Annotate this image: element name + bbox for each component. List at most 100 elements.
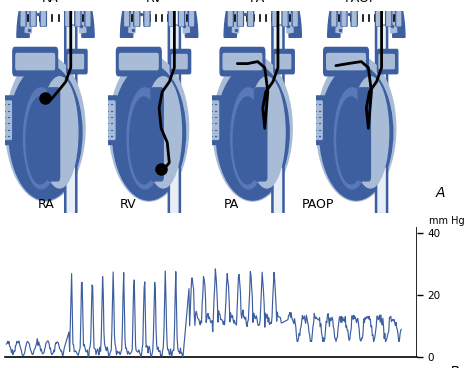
FancyBboxPatch shape — [2, 96, 14, 145]
Ellipse shape — [109, 56, 189, 201]
FancyBboxPatch shape — [31, 11, 35, 26]
Ellipse shape — [130, 97, 158, 184]
FancyBboxPatch shape — [124, 10, 130, 26]
FancyBboxPatch shape — [220, 47, 265, 76]
Text: RA: RA — [37, 198, 55, 211]
FancyBboxPatch shape — [315, 101, 322, 139]
FancyBboxPatch shape — [68, 54, 83, 69]
FancyBboxPatch shape — [135, 11, 138, 26]
FancyBboxPatch shape — [119, 53, 158, 70]
FancyBboxPatch shape — [168, 167, 181, 215]
FancyBboxPatch shape — [327, 53, 365, 70]
FancyBboxPatch shape — [105, 96, 118, 145]
Ellipse shape — [9, 65, 82, 200]
FancyBboxPatch shape — [75, 10, 81, 26]
FancyBboxPatch shape — [30, 10, 36, 26]
Ellipse shape — [27, 39, 73, 84]
FancyBboxPatch shape — [274, 168, 282, 214]
FancyBboxPatch shape — [67, 168, 74, 214]
FancyBboxPatch shape — [86, 11, 90, 26]
FancyBboxPatch shape — [67, 49, 87, 74]
FancyBboxPatch shape — [324, 47, 368, 76]
Ellipse shape — [233, 97, 262, 184]
Text: PA: PA — [224, 198, 239, 211]
Ellipse shape — [145, 77, 182, 188]
Ellipse shape — [24, 88, 59, 189]
FancyBboxPatch shape — [341, 10, 347, 26]
FancyBboxPatch shape — [375, 10, 382, 26]
Ellipse shape — [213, 56, 292, 201]
Ellipse shape — [248, 77, 285, 188]
FancyBboxPatch shape — [117, 47, 161, 76]
FancyBboxPatch shape — [170, 49, 191, 74]
Wedge shape — [25, 0, 86, 33]
Text: PAOP: PAOP — [302, 198, 334, 211]
FancyBboxPatch shape — [170, 11, 173, 26]
FancyBboxPatch shape — [168, 25, 181, 94]
FancyBboxPatch shape — [332, 11, 336, 26]
Text: A: A — [436, 186, 445, 200]
FancyBboxPatch shape — [397, 11, 401, 26]
FancyBboxPatch shape — [272, 167, 284, 215]
Text: B: B — [450, 365, 460, 368]
FancyBboxPatch shape — [16, 53, 55, 70]
FancyBboxPatch shape — [352, 11, 356, 26]
FancyBboxPatch shape — [189, 10, 195, 26]
FancyBboxPatch shape — [282, 10, 288, 26]
FancyBboxPatch shape — [386, 10, 392, 26]
FancyBboxPatch shape — [331, 10, 337, 26]
FancyBboxPatch shape — [377, 49, 398, 74]
FancyBboxPatch shape — [125, 11, 128, 26]
FancyBboxPatch shape — [151, 88, 163, 181]
FancyBboxPatch shape — [145, 11, 149, 26]
FancyBboxPatch shape — [64, 25, 77, 94]
FancyBboxPatch shape — [223, 53, 262, 70]
Wedge shape — [129, 0, 190, 33]
FancyBboxPatch shape — [180, 11, 183, 26]
Ellipse shape — [131, 39, 177, 84]
FancyBboxPatch shape — [228, 11, 232, 26]
Ellipse shape — [41, 77, 78, 188]
Text: RV: RV — [146, 0, 163, 5]
FancyBboxPatch shape — [247, 10, 254, 26]
Ellipse shape — [334, 88, 370, 189]
FancyBboxPatch shape — [377, 11, 380, 26]
FancyBboxPatch shape — [209, 96, 221, 145]
FancyBboxPatch shape — [171, 26, 178, 93]
FancyBboxPatch shape — [275, 54, 291, 69]
Ellipse shape — [231, 88, 266, 189]
FancyBboxPatch shape — [168, 10, 174, 26]
FancyBboxPatch shape — [13, 47, 57, 76]
FancyBboxPatch shape — [40, 10, 46, 26]
FancyBboxPatch shape — [387, 11, 391, 26]
Wedge shape — [17, 0, 94, 37]
FancyBboxPatch shape — [379, 54, 394, 69]
FancyBboxPatch shape — [47, 88, 60, 181]
FancyBboxPatch shape — [76, 11, 80, 26]
Wedge shape — [232, 0, 293, 33]
FancyBboxPatch shape — [20, 10, 26, 26]
FancyBboxPatch shape — [249, 11, 252, 26]
FancyBboxPatch shape — [255, 88, 267, 181]
FancyBboxPatch shape — [293, 11, 297, 26]
FancyBboxPatch shape — [67, 26, 74, 93]
Ellipse shape — [127, 88, 163, 189]
FancyBboxPatch shape — [134, 10, 140, 26]
Ellipse shape — [338, 39, 384, 84]
FancyBboxPatch shape — [378, 26, 385, 93]
Text: PAOP: PAOP — [345, 0, 377, 5]
FancyBboxPatch shape — [237, 10, 244, 26]
FancyBboxPatch shape — [292, 10, 298, 26]
Wedge shape — [336, 0, 397, 33]
FancyBboxPatch shape — [64, 10, 71, 26]
Wedge shape — [328, 0, 405, 37]
FancyBboxPatch shape — [283, 11, 287, 26]
Ellipse shape — [26, 97, 55, 184]
Ellipse shape — [319, 65, 393, 200]
FancyBboxPatch shape — [4, 101, 11, 139]
FancyBboxPatch shape — [351, 10, 357, 26]
FancyBboxPatch shape — [273, 11, 277, 26]
FancyBboxPatch shape — [171, 168, 178, 214]
FancyBboxPatch shape — [274, 26, 282, 93]
Text: RV: RV — [120, 198, 137, 211]
